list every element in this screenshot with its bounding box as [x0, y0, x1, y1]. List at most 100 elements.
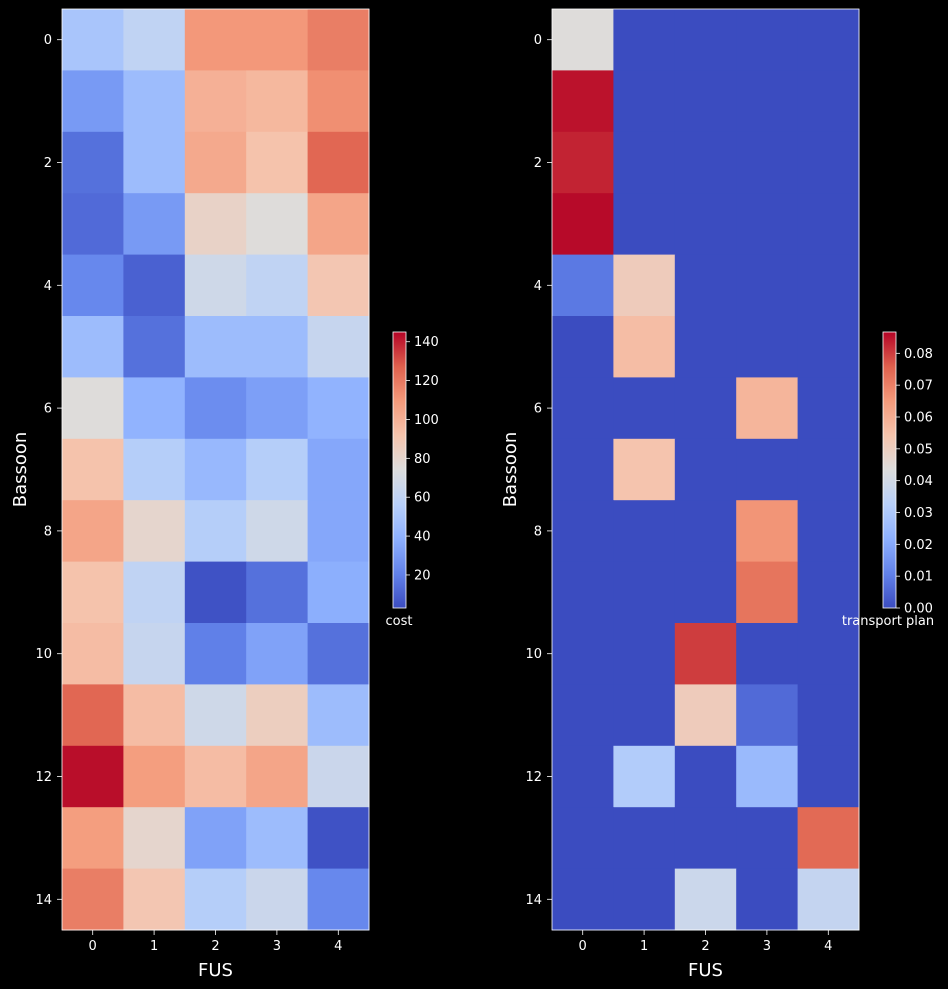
cost-colorbar-tick-label-6: 140: [414, 335, 439, 350]
cost-cell-r4-c3: [246, 254, 309, 317]
transport-cell-r7-c0: [552, 438, 614, 501]
cost-cell-r9-c0: [62, 561, 124, 624]
cost-y-tick-label-3: 6: [44, 402, 52, 417]
cost-cell-r13-c3: [246, 807, 309, 870]
transport-cell-r1-c0: [552, 70, 614, 133]
transport-colorbar-tick-label-0: 0.00: [904, 602, 933, 617]
cost-cell-r10-c2: [184, 623, 247, 685]
cost-cell-r11-c2: [184, 684, 247, 747]
transport-cell-r9-c0: [552, 561, 614, 624]
transport-y-tick-label-6: 12: [525, 770, 542, 785]
transport-cell-r13-c2: [674, 807, 737, 870]
transport-y-tick-label-2: 4: [534, 279, 542, 294]
transport-cell-r5-c2: [674, 316, 737, 378]
cost-x-tick-label-3: 3: [273, 939, 281, 954]
cost-cell-r6-c3: [246, 377, 309, 440]
transport-cell-r8-c4: [797, 500, 860, 563]
cost-cell-r6-c0: [62, 377, 124, 440]
cost-cell-r7-c0: [62, 438, 124, 501]
cost-colorbar: 20 40 60 80 100 120 140 cost: [386, 331, 439, 629]
transport-colorbar-tick-label-1: 0.01: [904, 570, 933, 585]
transport-y-tick-label-4: 8: [534, 524, 542, 539]
cost-cell-r10-c1: [123, 623, 186, 685]
transport-x-tick-label-4: 4: [824, 939, 832, 954]
transport-y-tick-label-5: 10: [525, 647, 542, 662]
transport-cell-r14-c2: [674, 868, 737, 931]
cost-cell-r12-c3: [246, 745, 309, 808]
cost-cell-r14-c1: [123, 868, 186, 931]
transport-cell-r5-c0: [552, 316, 614, 378]
transport-cell-r14-c4: [797, 868, 860, 931]
cost-x-tick-label-4: 4: [334, 939, 342, 954]
transport-x-tick-label-0: 0: [579, 939, 587, 954]
cost-heatmap-cells: [62, 9, 370, 931]
transport-y-ticks: 0 2 4 6 8 10 12 14: [525, 33, 552, 908]
transport-x-tick-label-3: 3: [763, 939, 771, 954]
cost-cell-r4-c2: [184, 254, 247, 317]
cost-cell-r8-c1: [123, 500, 186, 563]
cost-cell-r1-c1: [123, 70, 186, 133]
cost-cell-r14-c4: [307, 868, 370, 931]
transport-y-tick-label-3: 6: [534, 402, 542, 417]
transport-cell-r8-c3: [736, 500, 799, 563]
cost-cell-r5-c1: [123, 316, 186, 378]
cost-cell-r4-c0: [62, 254, 124, 317]
transport-cell-r5-c3: [736, 316, 799, 378]
cost-cell-r9-c4: [307, 561, 370, 624]
transport-y-axis-label: Bassoon: [500, 432, 521, 508]
cost-y-tick-label-2: 4: [44, 279, 52, 294]
transport-cell-r9-c4: [797, 561, 860, 624]
transport-cell-r8-c2: [674, 500, 737, 563]
cost-cell-r8-c4: [307, 500, 370, 563]
cost-cell-r1-c0: [62, 70, 124, 133]
transport-colorbar: 0.00 0.01 0.02 0.03 0.04 0.05 0.06 0.07 0.08 tra…: [842, 331, 934, 629]
transport-cell-r6-c1: [613, 377, 676, 440]
transport-cell-r4-c0: [552, 254, 614, 317]
cost-cell-r9-c3: [246, 561, 309, 624]
cost-y-tick-label-0: 0: [44, 33, 52, 48]
transport-colorbar-ticks: 0.00 0.01 0.02 0.03 0.04 0.05 0.06 0.07 0.08: [896, 347, 933, 617]
cost-cell-r11-c4: [307, 684, 370, 747]
cost-y-tick-label-5: 10: [35, 647, 52, 662]
cost-cell-r8-c2: [184, 500, 247, 563]
transport-y-tick-label-1: 2: [534, 156, 542, 171]
transport-cell-r7-c4: [797, 438, 860, 501]
cost-x-axis-label: FUS: [198, 960, 233, 981]
transport-cell-r4-c2: [674, 254, 737, 317]
cost-colorbar-tick-label-0: 20: [414, 568, 431, 583]
transport-cell-r1-c2: [674, 70, 737, 133]
transport-cell-r2-c3: [736, 131, 799, 194]
cost-cell-r3-c1: [123, 193, 186, 256]
cost-cell-r1-c2: [184, 70, 247, 133]
cost-cell-r3-c0: [62, 193, 124, 256]
cost-cell-r2-c3: [246, 131, 309, 194]
cost-x-tick-label-0: 0: [89, 939, 97, 954]
transport-cell-r1-c4: [797, 70, 860, 133]
transport-cell-r2-c1: [613, 131, 676, 194]
transport-cell-r3-c3: [736, 193, 799, 256]
transport-cell-r5-c1: [613, 316, 676, 378]
transport-x-axis-label: FUS: [688, 960, 723, 981]
cost-y-tick-label-7: 14: [35, 893, 52, 908]
transport-cell-r0-c0: [552, 9, 614, 71]
transport-colorbar-tick-label-2: 0.02: [904, 538, 933, 553]
transport-cell-r8-c0: [552, 500, 614, 563]
cost-cell-r13-c0: [62, 807, 124, 870]
transport-cell-r1-c1: [613, 70, 676, 133]
transport-cell-r6-c2: [674, 377, 737, 440]
cost-cell-r10-c3: [246, 623, 309, 685]
transport-cell-r11-c0: [552, 684, 614, 747]
transport-colorbar-tick-label-7: 0.07: [904, 379, 933, 394]
transport-cell-r6-c3: [736, 377, 799, 440]
cost-cell-r11-c1: [123, 684, 186, 747]
transport-cell-r0-c3: [736, 9, 799, 71]
cost-y-tick-label-6: 12: [35, 770, 52, 785]
cost-y-ticks: 0 2 4 6 8 10 12 14: [35, 33, 62, 908]
transport-x-tick-label-1: 1: [640, 939, 648, 954]
cost-cell-r3-c4: [307, 193, 370, 256]
cost-cell-r12-c4: [307, 745, 370, 808]
transport-cell-r3-c0: [552, 193, 614, 256]
transport-cell-r1-c3: [736, 70, 799, 133]
